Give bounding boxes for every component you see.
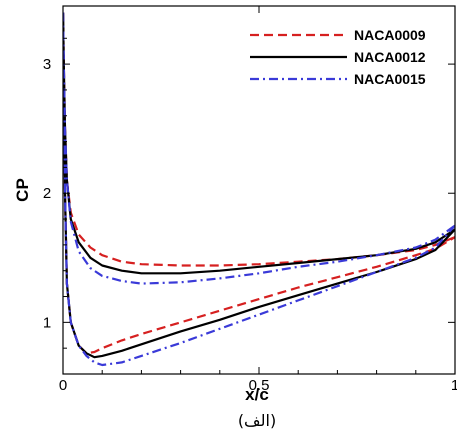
x-axis-label: x/c: [245, 385, 269, 404]
y-axis-label: CP: [13, 178, 32, 202]
legend-label-naca0015: NACA0015: [354, 71, 426, 87]
figure-caption: (الف): [238, 411, 276, 430]
legend-label-naca0009: NACA0009: [354, 27, 426, 43]
y-tick-label: 1: [43, 314, 51, 331]
y-tick-label: 2: [43, 185, 51, 202]
series-line-naca0015-upper: [63, 12, 455, 285]
tick-layer: 0 0.5 1 1 2 3: [43, 6, 457, 394]
legend-label-naca0012: NACA0012: [354, 49, 426, 65]
series-line-naca0009-upper: [63, 12, 455, 267]
series-layer: [63, 12, 455, 367]
series-line-naca0015-lower: [63, 12, 455, 367]
x-tick-label: 1: [451, 377, 457, 394]
y-tick-label: 3: [43, 56, 51, 73]
x-tick-label: 0.5: [249, 377, 270, 394]
x-tick-label: 0: [59, 377, 67, 394]
legend: NACA0009 NACA0012 NACA0015: [250, 27, 426, 87]
